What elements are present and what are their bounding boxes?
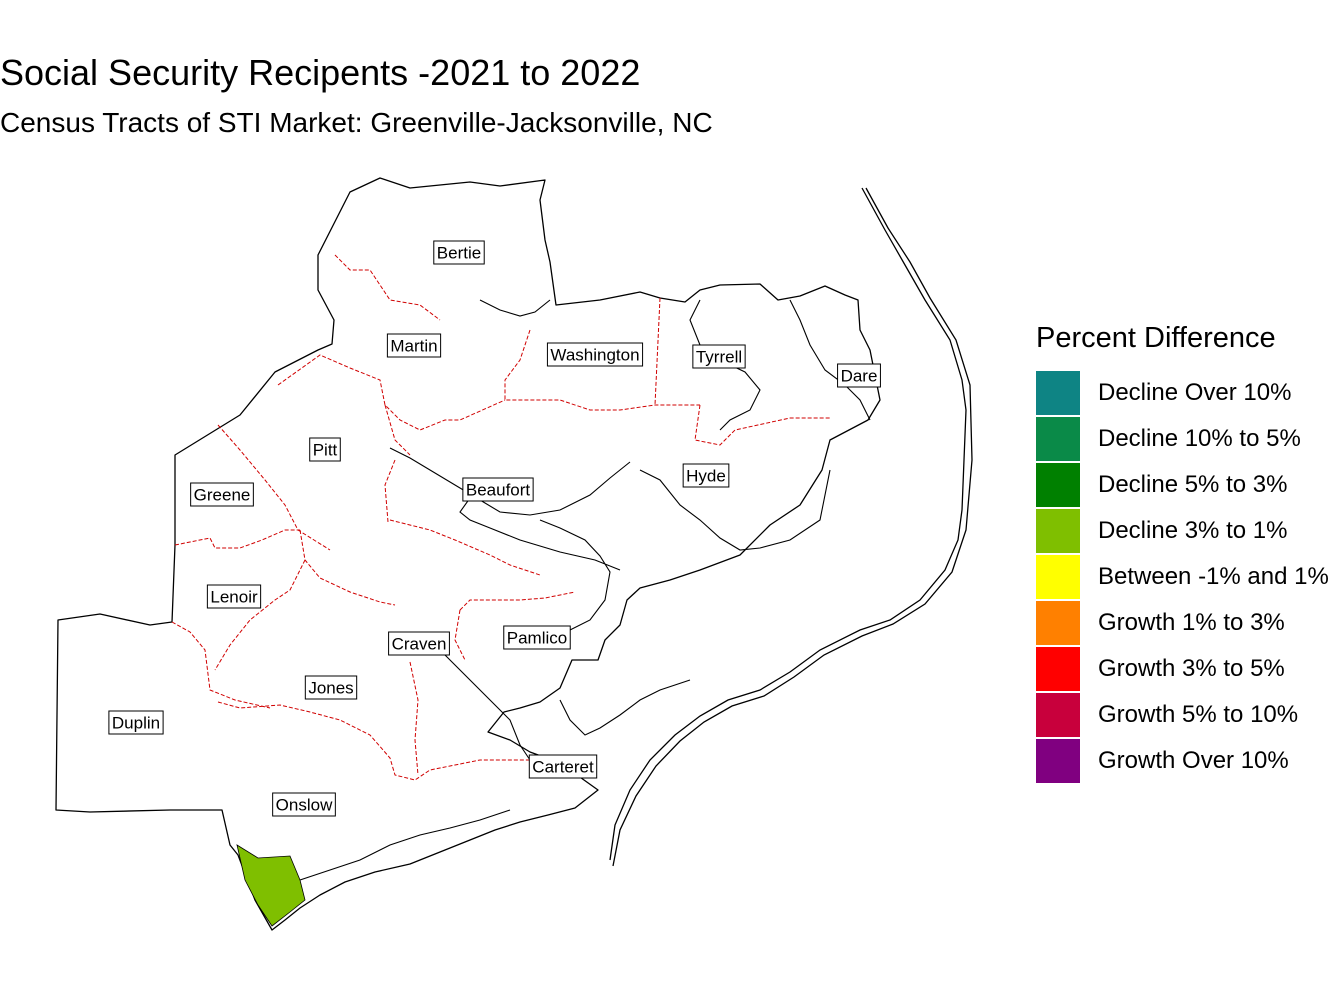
legend-label: Growth 3% to 5% <box>1098 655 1285 682</box>
legend-swatch <box>1036 463 1080 507</box>
svg-text:Washington: Washington <box>550 345 639 364</box>
county-label-washington: Washington <box>546 342 644 367</box>
map-title: Social Security Recipents -2021 to 2022 <box>0 52 641 93</box>
svg-text:Carteret: Carteret <box>532 757 594 776</box>
legend-item: Decline 3% to 1% <box>1036 508 1329 554</box>
legend-item: Growth 1% to 3% <box>1036 600 1329 646</box>
svg-text:Bertie: Bertie <box>437 243 481 262</box>
county-label-bertie: Bertie <box>433 240 485 265</box>
county-label-dare: Dare <box>837 363 881 388</box>
svg-text:Duplin: Duplin <box>112 713 160 732</box>
county-label-martin: Martin <box>386 333 442 358</box>
svg-text:Hyde: Hyde <box>686 466 726 485</box>
county-label-craven: Craven <box>388 631 450 656</box>
legend-label: Between -1% and 1% <box>1098 563 1329 590</box>
legend-label: Decline Over 10% <box>1098 379 1292 406</box>
svg-text:Greene: Greene <box>194 485 251 504</box>
legend: Percent Difference Decline Over 10% Decl… <box>1036 322 1329 784</box>
shorelines <box>299 299 871 881</box>
legend-label: Growth Over 10% <box>1098 747 1289 774</box>
legend-title: Percent Difference <box>1036 322 1276 354</box>
svg-text:Beaufort: Beaufort <box>466 480 531 499</box>
svg-text:Onslow: Onslow <box>276 795 333 814</box>
legend-item: Decline Over 10% <box>1036 370 1329 416</box>
county-label-hyde: Hyde <box>682 463 730 488</box>
county-label-duplin: Duplin <box>108 710 164 735</box>
legend-label: Growth 1% to 3% <box>1098 609 1285 636</box>
legend-item: Growth Over 10% <box>1036 738 1329 784</box>
map-subtitle: Census Tracts of STI Market: Greenville-… <box>0 107 713 138</box>
barrier-island <box>609 187 973 867</box>
market-outline <box>55 177 881 931</box>
svg-text:Tyrrell: Tyrrell <box>696 347 742 366</box>
legend-swatch <box>1036 693 1080 737</box>
census-tract-map: Bertie Martin Washington Tyrrell Dare Pi… <box>55 177 973 931</box>
legend-swatch <box>1036 739 1080 783</box>
county-label-onslow: Onslow <box>272 792 336 817</box>
county-label-pamlico: Pamlico <box>503 625 571 650</box>
legend-item: Decline 10% to 5% <box>1036 416 1329 462</box>
svg-text:Lenoir: Lenoir <box>210 587 258 606</box>
svg-text:Martin: Martin <box>390 336 437 355</box>
county-label-lenoir: Lenoir <box>206 584 262 609</box>
legend-swatch <box>1036 601 1080 645</box>
legend-label: Decline 10% to 5% <box>1098 425 1301 452</box>
svg-text:Dare: Dare <box>841 366 878 385</box>
svg-text:Pamlico: Pamlico <box>507 628 567 647</box>
highlighted-tract <box>236 844 306 927</box>
svg-text:Craven: Craven <box>392 634 447 653</box>
legend-item: Decline 5% to 3% <box>1036 462 1329 508</box>
county-label-tyrrell: Tyrrell <box>692 344 746 369</box>
legend-item: Growth 3% to 5% <box>1036 646 1329 692</box>
svg-text:Pitt: Pitt <box>313 440 338 459</box>
legend-label: Decline 5% to 3% <box>1098 471 1288 498</box>
legend-swatch <box>1036 417 1080 461</box>
legend-item: Between -1% and 1% <box>1036 554 1329 600</box>
legend-swatch <box>1036 371 1080 415</box>
county-label-carteret: Carteret <box>528 754 598 779</box>
county-borders <box>171 254 830 781</box>
county-label-greene: Greene <box>190 482 254 507</box>
legend-swatch <box>1036 509 1080 553</box>
legend-label: Decline 3% to 1% <box>1098 517 1288 544</box>
legend-label: Growth 5% to 10% <box>1098 701 1299 728</box>
legend-item: Growth 5% to 10% <box>1036 692 1329 738</box>
county-label-pitt: Pitt <box>309 437 341 462</box>
legend-swatch <box>1036 647 1080 691</box>
legend-swatch <box>1036 555 1080 599</box>
county-label-beaufort: Beaufort <box>462 477 534 502</box>
svg-text:Jones: Jones <box>308 678 353 697</box>
county-label-jones: Jones <box>304 675 358 700</box>
